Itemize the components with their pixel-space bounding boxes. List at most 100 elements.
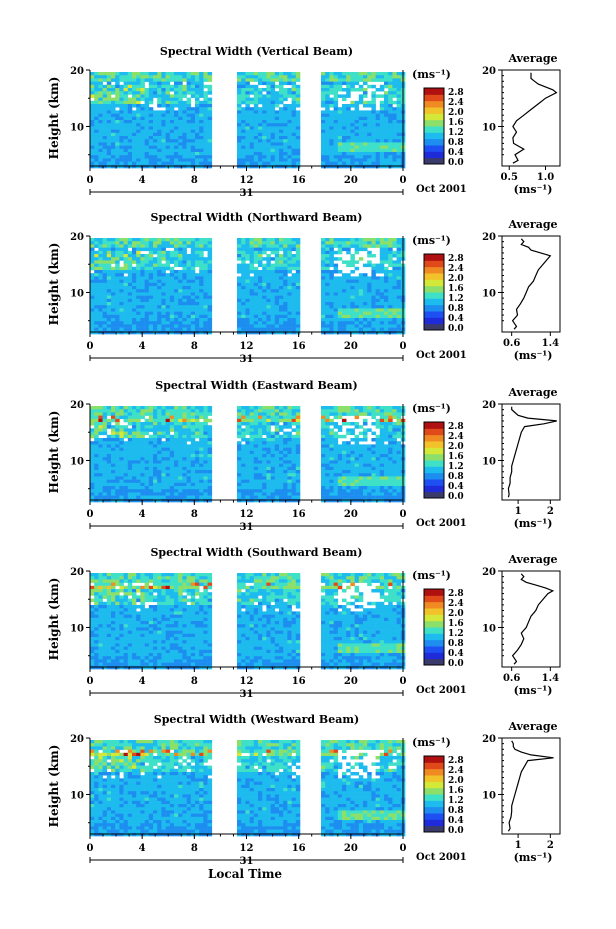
heatmap-cell: [148, 107, 154, 111]
heatmap-cell: [169, 136, 175, 140]
heatmap-cell: [98, 431, 103, 436]
heatmap-cell: [371, 279, 376, 284]
heatmap-cell: [111, 495, 116, 500]
heatmap-cell: [274, 75, 280, 79]
heatmap-cell: [119, 298, 124, 303]
heatmap-cell: [144, 276, 150, 280]
heatmap-cell: [119, 289, 124, 293]
heatmap-cell: [333, 279, 339, 284]
heatmap-cell: [266, 164, 271, 169]
heatmap-cell: [258, 466, 263, 471]
heatmap-cell: [182, 431, 187, 436]
heatmap-cell: [186, 406, 192, 410]
heatmap-cell: [203, 434, 208, 439]
heatmap-cell: [379, 279, 385, 284]
heatmap-cell: [388, 94, 393, 98]
heatmap-cell: [396, 75, 402, 79]
heatmap-cell: [266, 260, 271, 264]
heatmap-cell: [148, 129, 154, 134]
heatmap-cell: [253, 321, 259, 325]
heatmap-cell: [102, 321, 108, 325]
heatmap-cell: [136, 460, 141, 464]
heatmap-cell: [371, 273, 376, 277]
heatmap-cell: [174, 447, 179, 452]
heatmap-cell: [203, 460, 208, 464]
heatmap-cell: [241, 161, 246, 166]
heatmap-cell: [241, 107, 246, 111]
heatmap-cell: [127, 498, 133, 503]
heatmap-cell: [258, 94, 263, 98]
heatmap-cell: [190, 139, 196, 143]
heatmap-cell: [270, 155, 276, 159]
heatmap-cell: [253, 247, 259, 252]
heatmap-cell: [241, 457, 246, 461]
heatmap-cell: [262, 238, 267, 242]
heatmap-cell: [106, 139, 112, 143]
heatmap-cell: [291, 276, 297, 280]
heatmap-cell: [102, 94, 108, 98]
heatmap-cell: [169, 292, 175, 296]
heatmap-cell: [241, 292, 246, 296]
heatmap-cell: [123, 415, 129, 420]
heatmap-cell: [136, 152, 141, 156]
heatmap-cell: [321, 155, 326, 159]
heatmap-cell: [321, 158, 326, 162]
heatmap-cell: [354, 145, 360, 150]
heatmap-cell: [123, 418, 129, 423]
colorbar-swatch: [424, 311, 444, 318]
heatmap-cell: [115, 266, 120, 271]
heatmap-cell: [157, 314, 162, 319]
heatmap-cell: [195, 492, 200, 496]
heatmap-cell: [203, 311, 208, 316]
heatmap-cell: [258, 463, 263, 468]
heatmap-cell: [274, 113, 280, 118]
heatmap-cell: [144, 282, 150, 287]
heatmap-cell: [165, 286, 171, 290]
heatmap-cell: [333, 123, 339, 127]
heatmap-cell: [119, 498, 124, 503]
heatmap-cell: [182, 298, 187, 303]
heatmap-cell: [144, 292, 150, 296]
heatmap-cell: [161, 164, 166, 169]
heatmap-cell: [94, 292, 99, 296]
heatmap-cell: [169, 241, 175, 245]
heatmap-cell: [199, 431, 204, 436]
heatmap-cell: [241, 116, 246, 121]
heatmap-cell: [203, 97, 208, 102]
heatmap-cell: [262, 318, 267, 322]
heatmap-cell: [169, 244, 175, 248]
heatmap-cell: [115, 279, 120, 284]
heatmap-cell: [136, 91, 141, 95]
heatmap-cell: [379, 88, 385, 92]
heatmap-cell: [174, 425, 179, 429]
heatmap-cell: [291, 120, 297, 124]
heatmap-cell: [169, 161, 175, 166]
heatmap-cell: [333, 241, 339, 245]
heatmap-cell: [379, 120, 385, 124]
heatmap-cell: [199, 132, 204, 137]
heatmap-cell: [136, 126, 141, 130]
heatmap-cell: [123, 145, 129, 150]
heatmap-cell: [144, 476, 150, 480]
heatmap-cell: [182, 412, 187, 416]
heatmap-cell: [325, 155, 330, 159]
heatmap-cell: [350, 298, 355, 303]
heatmap-cell: [333, 145, 339, 150]
heatmap-cell: [169, 321, 175, 325]
heatmap-cell: [144, 308, 150, 312]
heatmap-cell: [337, 302, 343, 306]
colorbar-swatch: [424, 88, 444, 95]
heatmap-cell: [190, 81, 196, 86]
heatmap-cell: [203, 116, 208, 121]
heatmap-cell: [132, 318, 137, 322]
heatmap-cell: [102, 158, 108, 162]
heatmap-cell: [123, 244, 129, 248]
heatmap-cell: [165, 81, 171, 86]
heatmap-cell: [203, 318, 208, 322]
heatmap-cell: [169, 276, 175, 280]
heatmap-cell: [106, 145, 112, 150]
heatmap-cell: [241, 470, 246, 474]
heatmap-cell: [136, 260, 141, 264]
heatmap-cell: [161, 145, 166, 150]
heatmap-cell: [270, 158, 276, 162]
